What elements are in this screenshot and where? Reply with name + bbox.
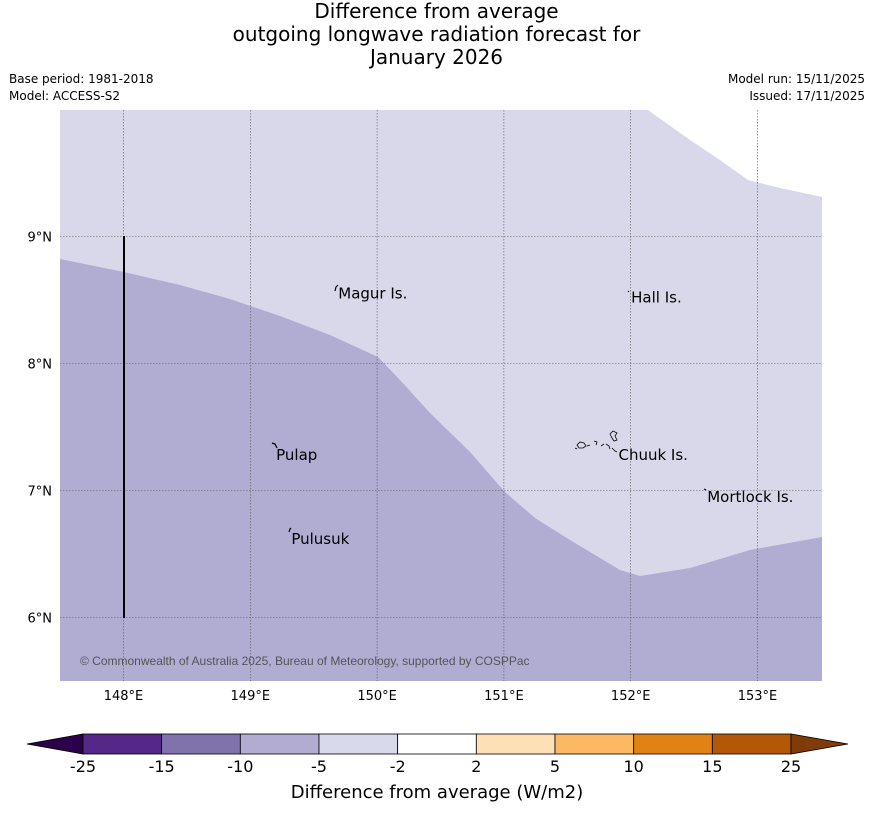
- title-line-1: Difference from average: [314, 0, 559, 23]
- colorbar-tick-label: 2: [471, 757, 481, 776]
- colorbar-high-extension: [790, 733, 849, 755]
- chuuk-lagoon-islands: [574, 430, 618, 453]
- colorbar-segment: [239, 733, 320, 755]
- meta-right: Model run: 15/11/2025 Issued: 17/11/2025: [728, 71, 865, 105]
- colorbar-segment: [161, 733, 241, 755]
- colorbar-tick-label: 5: [550, 757, 560, 776]
- place-labels: Magur Is. Hall Is. Pulap Chuuk Is. Mortlock …: [276, 285, 793, 548]
- model-name: Model: ACCESS-S2: [9, 89, 121, 103]
- latitude-tick-label: 6°N: [28, 612, 53, 627]
- pulap-island-outline: [271, 442, 278, 449]
- colorbar-segment: [318, 733, 399, 755]
- colorbar-tick-label: -15: [149, 757, 175, 776]
- place-label: Pulusuk: [291, 530, 349, 548]
- colorbar-segment: [397, 733, 477, 755]
- longitude-tick-label: 150°E: [357, 689, 397, 704]
- longitude-labels: 148°E 149°E 150°E 151°E 152°E 153°E: [104, 689, 778, 704]
- colorbar-tick-label: 10: [623, 757, 643, 776]
- colorbar-tick-label: -10: [227, 757, 253, 776]
- model-run: Model run: 15/11/2025: [727, 72, 865, 86]
- mortlock-island-outline: [703, 488, 707, 491]
- colorbar-tick-label: -25: [70, 757, 96, 776]
- chart-title: Difference from average outgoing longwav…: [0, 0, 873, 69]
- longitude-tick-label: 149°E: [231, 689, 271, 704]
- colorbar-segment: [82, 733, 163, 755]
- colorbar-segment: [711, 733, 792, 755]
- issued-date: Issued: 17/11/2025: [749, 89, 865, 103]
- title-line-2: outgoing longwave radiation forecast for: [232, 22, 641, 46]
- place-label: Hall Is.: [631, 288, 682, 306]
- colorbar-label: Difference from average (W/m2): [291, 782, 583, 803]
- meta-left: Base period: 1981-2018 Model: ACCESS-S2: [9, 71, 154, 105]
- no-data-corner: [648, 110, 822, 197]
- colorbar-tick-label: 15: [702, 757, 722, 776]
- colorbar-tick-label: -5: [311, 757, 327, 776]
- colorbar-tick-labels: -25 -15 -10 -5 -2 2 5 10 15 25: [70, 757, 801, 776]
- longitude-tick-label: 153°E: [738, 689, 778, 704]
- latitude-tick-label: 7°N: [28, 485, 53, 500]
- colorbar-tick-label: 25: [781, 757, 801, 776]
- magur-island-outline: [334, 284, 339, 292]
- colorbar-segment: [633, 733, 713, 755]
- colorbar: [26, 733, 849, 755]
- colorbar-segment: [475, 733, 556, 755]
- title-line-3: January 2026: [369, 45, 504, 69]
- place-label: Magur Is.: [338, 285, 407, 303]
- colorbar-tick-label: -2: [390, 757, 406, 776]
- pulusuk-island-outline: [288, 527, 292, 533]
- place-label: Mortlock Is.: [707, 488, 793, 506]
- colorbar-segment: [554, 733, 635, 755]
- longitude-tick-label: 151°E: [484, 689, 524, 704]
- latitude-labels: 9°N 8°N 7°N 6°N: [28, 231, 53, 627]
- place-label: Pulap: [276, 446, 317, 464]
- hall-island-outline: [627, 290, 630, 293]
- copyright-text: © Commonwealth of Australia 2025, Bureau…: [80, 654, 530, 668]
- latitude-tick-label: 8°N: [28, 358, 53, 373]
- base-period: Base period: 1981-2018: [9, 72, 154, 86]
- longitude-tick-label: 152°E: [611, 689, 651, 704]
- place-label: Chuuk Is.: [618, 446, 687, 464]
- latitude-tick-label: 9°N: [28, 231, 53, 246]
- longitude-tick-label: 148°E: [104, 689, 144, 704]
- colorbar-low-extension: [26, 733, 84, 755]
- island-outlines: [271, 284, 707, 533]
